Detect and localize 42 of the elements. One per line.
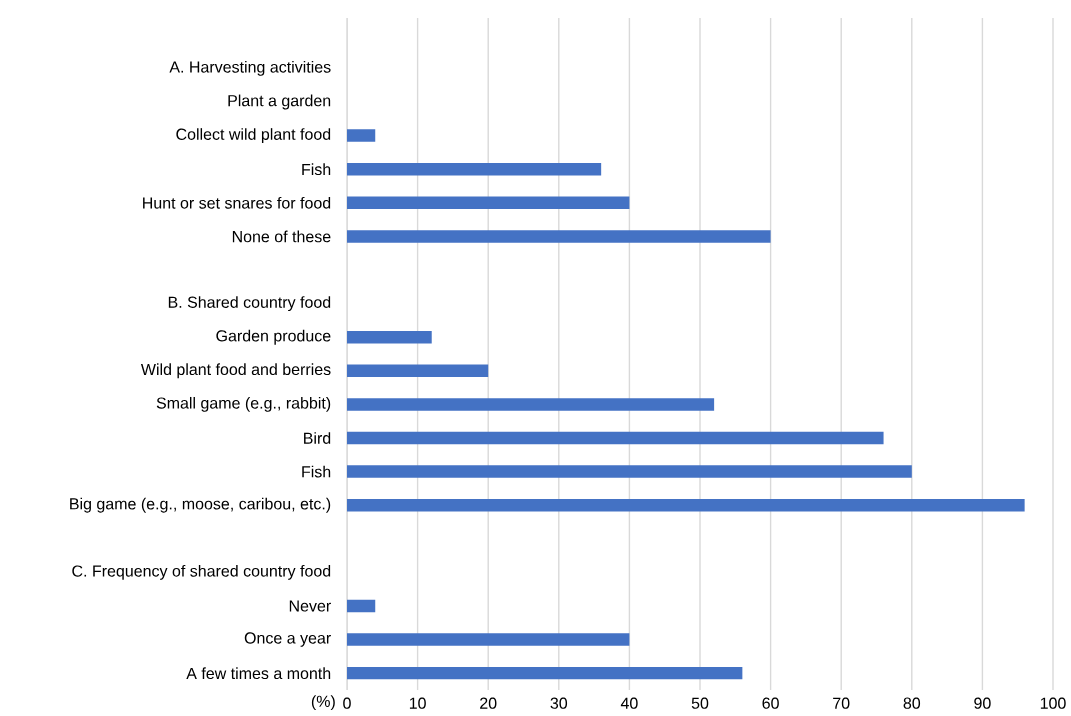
bar — [347, 599, 376, 613]
y-tick-label: Fish — [302, 465, 331, 478]
y-tick-label: None of these — [232, 230, 331, 243]
bar — [347, 330, 432, 344]
bar — [347, 398, 715, 411]
x-tick-label: 0 — [343, 697, 351, 709]
y-tick-label: A few times a month — [186, 667, 331, 680]
x-tick-label: 90 — [974, 697, 991, 709]
y-tick-label: Plant a garden — [228, 94, 331, 110]
y-tick-label: Collect wild plant food — [176, 128, 331, 144]
y-tick-label: A. Harvesting activities — [169, 60, 331, 76]
y-tick-label: Once a year — [244, 632, 331, 647]
y-tick-label: Never — [289, 600, 331, 612]
bar — [347, 230, 771, 243]
x-tick-label: 100 — [1040, 697, 1066, 709]
bar — [347, 129, 376, 142]
bar — [347, 162, 602, 176]
x-tick-label: 10 — [409, 697, 426, 709]
bar — [347, 364, 489, 378]
bar — [347, 196, 630, 210]
bar — [347, 498, 1025, 512]
x-axis-title: (%) — [311, 695, 335, 711]
x-tick-label: 30 — [550, 697, 568, 709]
x-tick-label: 20 — [480, 697, 497, 709]
x-tick-label: 70 — [833, 697, 850, 709]
bar — [347, 465, 912, 478]
x-tick-label: 40 — [620, 697, 638, 709]
y-tick-label: Hunt or set snares for food — [143, 196, 331, 209]
x-tick-label: 50 — [691, 697, 709, 709]
bar — [347, 666, 743, 680]
y-tick-label: Small game (e.g., rabbit) — [156, 396, 331, 412]
y-tick-label: B. Shared country food — [168, 296, 331, 312]
y-tick-label: C. Frequency of shared country food — [72, 564, 331, 580]
x-tick-label: 80 — [903, 697, 921, 709]
y-tick-label: Bird — [304, 432, 331, 444]
bar — [347, 431, 884, 445]
y-tick-label: Big game (e.g., moose, caribou, etc.) — [70, 497, 331, 513]
bar — [347, 633, 630, 646]
y-tick-label: Wild plant food and berries — [140, 363, 331, 379]
y-tick-label: Fish — [302, 163, 331, 176]
x-tick-label: 60 — [762, 697, 779, 709]
y-tick-label: Garden produce — [216, 329, 331, 345]
